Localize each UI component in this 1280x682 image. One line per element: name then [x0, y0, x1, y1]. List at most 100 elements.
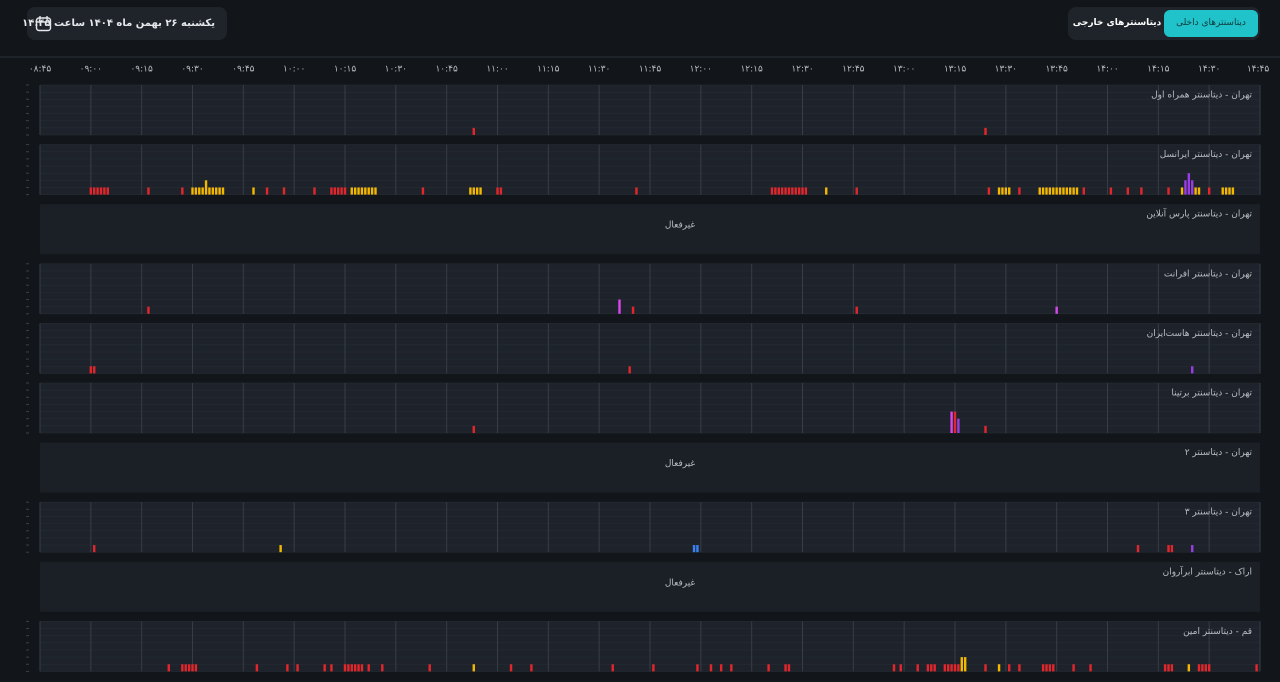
- event-bar: [947, 664, 950, 672]
- event-bar: [797, 187, 801, 195]
- x-tick-label: ۱۲:۳۰: [791, 65, 813, 75]
- tab[interactable]: دیتاسنترهای خارجی: [1072, 18, 1162, 28]
- event-bar: [709, 664, 713, 672]
- status-label: غیرفعال: [665, 578, 696, 588]
- event-bar: [357, 664, 360, 672]
- event-bar: [353, 664, 357, 672]
- event-bar: [1008, 664, 1011, 672]
- event-bar: [1055, 187, 1058, 195]
- row-name: اراک - دیتاسنتر ابرآروان: [1163, 565, 1252, 577]
- event-bar: [1207, 187, 1211, 195]
- event-bar: [147, 187, 150, 195]
- event-bar: [1231, 187, 1235, 195]
- event-bar: [855, 187, 858, 195]
- event-bar: [265, 187, 269, 195]
- tab-active[interactable]: دیتاسنترهای داخلی: [1164, 10, 1258, 37]
- row: تهران - دیتاسنتر افرانت: [26, 263, 1261, 315]
- event-bar: [469, 187, 472, 195]
- event-bar: [509, 664, 513, 672]
- event-bar: [93, 187, 96, 195]
- event-bar: [930, 664, 933, 672]
- event-bar: [1048, 187, 1052, 195]
- event-bar: [421, 187, 425, 195]
- row: تهران - دیتاسنتر ایرانسل: [26, 144, 1261, 196]
- event-bar: [347, 664, 350, 672]
- event-bar: [960, 657, 963, 672]
- event-bar: [350, 664, 353, 672]
- event-bar: [1072, 664, 1075, 672]
- event-bar: [696, 545, 699, 553]
- event-bar: [618, 299, 621, 314]
- event-bar: [963, 657, 967, 672]
- event-bar: [333, 187, 337, 195]
- event-bar: [181, 664, 184, 672]
- event-bar: [106, 187, 109, 195]
- event-bar: [367, 187, 370, 195]
- event-bar: [1167, 187, 1170, 195]
- row: غیرفعال اراک - دیتاسنتر ابرآروان: [40, 561, 1260, 612]
- event-bar: [953, 664, 957, 672]
- event-bar: [218, 187, 221, 195]
- x-tick-label: ۱۰:۳۰: [385, 65, 407, 75]
- event-bar: [93, 545, 96, 553]
- row-bg: [40, 561, 1260, 612]
- x-tick-label: ۱۳:۰۰: [893, 65, 915, 75]
- event-bar: [313, 187, 316, 195]
- event-bar: [984, 127, 987, 135]
- event-bar: [1187, 664, 1191, 672]
- event-bar: [1163, 664, 1167, 672]
- event-bar: [787, 664, 791, 672]
- event-bar: [340, 187, 343, 195]
- event-bar: [1065, 187, 1069, 195]
- row-bg: [40, 204, 1260, 255]
- event-bar: [611, 664, 614, 672]
- event-bar: [1008, 187, 1011, 195]
- event-bar: [343, 187, 347, 195]
- row-name: تهران - دیتاسنتر هاست‌ایران: [1147, 329, 1253, 339]
- event-bar: [1018, 187, 1021, 195]
- event-bar: [201, 187, 204, 195]
- event-bar: [801, 187, 804, 195]
- row-name: تهران - دیتاسنتر همراه اول: [1151, 91, 1252, 101]
- event-bar: [1194, 187, 1197, 195]
- event-bar: [496, 187, 499, 195]
- x-tick-label: ۱۱:۰۰: [486, 65, 508, 75]
- event-bar: [357, 187, 360, 195]
- event-bar: [774, 187, 777, 195]
- event-bar: [472, 425, 475, 433]
- row: تهران - دیتاسنتر برتینا: [26, 382, 1261, 434]
- event-bar: [1038, 187, 1041, 195]
- event-bar: [472, 127, 475, 135]
- event-bar: [1191, 545, 1194, 553]
- event-bar: [933, 664, 936, 672]
- event-bar: [364, 187, 367, 195]
- row-name: قم - دیتاسنتر امین: [1183, 627, 1252, 637]
- event-bar: [787, 187, 791, 195]
- event-bar: [1221, 187, 1224, 195]
- event-bar: [730, 664, 733, 672]
- event-bar: [1041, 187, 1045, 195]
- x-tick-label: ۱۳:۱۵: [944, 65, 967, 75]
- event-bar: [791, 187, 794, 195]
- event-bar: [1058, 187, 1062, 195]
- event-bar: [1109, 187, 1113, 195]
- event-bar: [984, 664, 987, 672]
- x-tick-label: ۱۰:۰۰: [283, 65, 305, 75]
- row: غیرفعال تهران - دیتاسنتر پارس آنلاین: [40, 204, 1260, 255]
- x-tick-label: ۱۴:۴۵: [1247, 65, 1270, 75]
- date-text: یکشنبه ۲۶ بهمن ماه ۱۴۰۴ ساعت ۱۴:۴۵: [22, 18, 215, 29]
- event-bar: [252, 187, 255, 195]
- event-bar: [211, 187, 215, 195]
- event-bar: [1191, 366, 1194, 374]
- event-bar: [997, 187, 1001, 195]
- event-bar: [950, 411, 953, 433]
- x-tick-label: ۱۴:۳۰: [1198, 65, 1220, 75]
- event-bar: [286, 664, 289, 672]
- row-name: تهران - دیتاسنتر برتینا: [1171, 389, 1252, 399]
- status-label: غیرفعال: [665, 459, 696, 469]
- event-bar: [1004, 187, 1008, 195]
- event-bar: [472, 664, 475, 672]
- event-bar: [1045, 664, 1048, 672]
